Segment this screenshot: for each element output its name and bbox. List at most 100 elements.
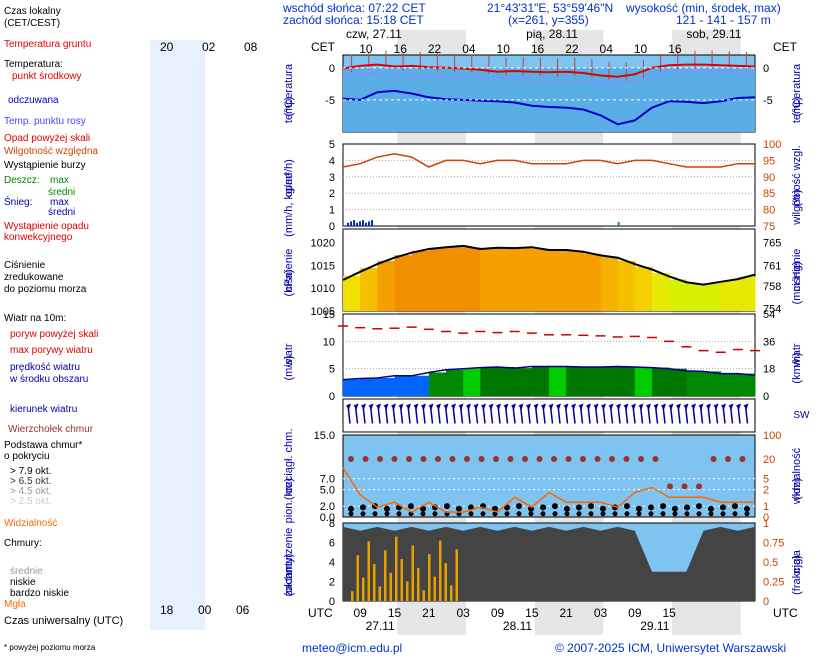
y-tick-label: 10	[323, 336, 335, 348]
wind-dir-arrowhead	[593, 403, 599, 410]
cloud-top-dot	[522, 456, 528, 463]
wind-speed-bar	[394, 375, 413, 396]
cloud-top-dot	[449, 456, 456, 463]
pressure-area	[446, 246, 464, 311]
wind-dir-arrowhead	[676, 403, 681, 410]
hour-label: 16	[531, 42, 545, 56]
legend-cloud-low: niskie	[10, 577, 36, 588]
fog-bar	[411, 545, 414, 601]
cloud-base-dot	[348, 505, 354, 512]
cloud-base-dot	[624, 503, 630, 510]
legend-precip-over: Opad powyżej skali	[4, 133, 90, 144]
wind-dir-arrowhead	[578, 403, 584, 410]
wind-dir-arrowhead	[383, 403, 389, 410]
legend-okt: > 4.5 okt.	[10, 486, 51, 497]
cloud-base-dot	[708, 505, 714, 512]
y-tick-label: 0	[763, 512, 769, 524]
y-tick-label: 8	[329, 518, 335, 530]
legend-temp-title: Temperatura:	[4, 59, 63, 70]
pressure-area	[737, 276, 756, 311]
cloud-panel-bg	[342, 434, 756, 518]
cloud-base-dot	[636, 511, 642, 517]
pressure-area	[343, 275, 361, 311]
cloud-base-dot	[576, 504, 582, 511]
fog-bar	[428, 554, 431, 601]
y-tick-label: 18	[763, 364, 775, 376]
y-tick-label: 85	[763, 188, 775, 200]
y-tick-label: 5	[763, 474, 769, 486]
y-tick-label: 1010	[311, 283, 335, 295]
y-tick-label: 0	[763, 63, 769, 75]
pressure-area	[583, 253, 601, 311]
axis-title: wilgotność wzgl.	[791, 145, 803, 225]
wind-dir-arrowhead	[488, 403, 494, 410]
cloud-top-dot	[551, 456, 557, 463]
y-tick-label: 1020	[311, 238, 335, 250]
sunrise-label: wschód słońca: 07:22 CET	[283, 1, 426, 15]
y-tick-label: 758	[763, 281, 781, 293]
cloud-base-dot	[648, 504, 654, 511]
y-tick-label: 1005	[311, 306, 335, 318]
wind-dir-arrowhead	[511, 403, 516, 410]
cloud-base-dot	[684, 511, 690, 517]
wind-dir-arrowhead	[548, 403, 554, 410]
cloud-base-dot	[696, 503, 702, 510]
axis-title: temperatura	[791, 63, 803, 123]
elevation-values: 121 - 141 - 157 m	[676, 13, 771, 27]
axis-title: (oktanty)	[283, 554, 295, 597]
dewpoint-line	[342, 70, 756, 87]
fog-bar	[444, 562, 447, 601]
wind-dir-arrowhead	[586, 403, 591, 410]
legend-cloud-base: o pokryciu	[4, 451, 50, 462]
wind-dir-arrowhead	[451, 403, 456, 410]
legend-time-title: Czas lokalny	[4, 6, 61, 17]
axis-title: (°C)	[791, 97, 803, 117]
legend-pressure: do poziomu morza	[4, 284, 87, 295]
wind-speed-bar	[737, 373, 756, 396]
cloud-base-dot	[408, 503, 414, 510]
pressure-area	[549, 249, 567, 311]
wind-speed-bar	[497, 367, 516, 396]
y-tick-label: 54	[763, 309, 775, 321]
wind-speed-bar	[531, 366, 550, 396]
legend-utc-hour: 00	[198, 603, 212, 617]
wind-dir-arrowhead	[668, 403, 674, 410]
cloud-top-dot	[435, 456, 441, 463]
wind-speed-bar	[583, 367, 601, 396]
y-tick-label: 754	[763, 304, 781, 316]
temperature-line	[342, 63, 756, 78]
legend-utc-hour: 06	[236, 603, 250, 617]
cloud-base-dot	[720, 504, 726, 511]
cloud-base-dot	[732, 503, 738, 510]
compass-label: S	[793, 410, 800, 421]
hour-label: 10	[634, 42, 648, 56]
legend-wind-mean: w środku obszaru	[9, 374, 88, 385]
axis-title: wiatr	[283, 343, 295, 368]
contact-email[interactable]: meteo@icm.edu.pl	[302, 641, 403, 655]
cloud-base-dot	[672, 511, 678, 517]
cloud-base-dot	[552, 511, 558, 517]
date-label: 28.11	[503, 619, 532, 633]
y-tick-label: -5	[325, 95, 335, 107]
wind-dir-arrowhead	[721, 403, 726, 410]
pressure-area	[463, 247, 481, 311]
precip-bar	[350, 221, 352, 226]
precip-bar	[371, 220, 373, 226]
legend-rain-max: max	[50, 175, 69, 186]
precip-bar	[347, 222, 349, 226]
pressure-area	[652, 272, 670, 311]
legend-snow: Śnieg:	[4, 195, 32, 208]
y-tick-label: 1	[763, 518, 769, 530]
fog-bar	[422, 590, 425, 601]
fog-bar	[455, 549, 458, 601]
y-tick-label: 1	[763, 501, 769, 513]
cloud-base-dot	[468, 511, 474, 517]
y-tick-label: 0	[329, 221, 335, 233]
pressure-area	[514, 247, 533, 311]
axis-title: (mm/h, kg/m²/h)	[283, 159, 295, 237]
wind-dir-arrowhead	[608, 403, 614, 410]
cloud-base-dot	[612, 511, 618, 517]
cloud-top-dot	[391, 456, 398, 463]
precip-bar	[617, 221, 620, 226]
